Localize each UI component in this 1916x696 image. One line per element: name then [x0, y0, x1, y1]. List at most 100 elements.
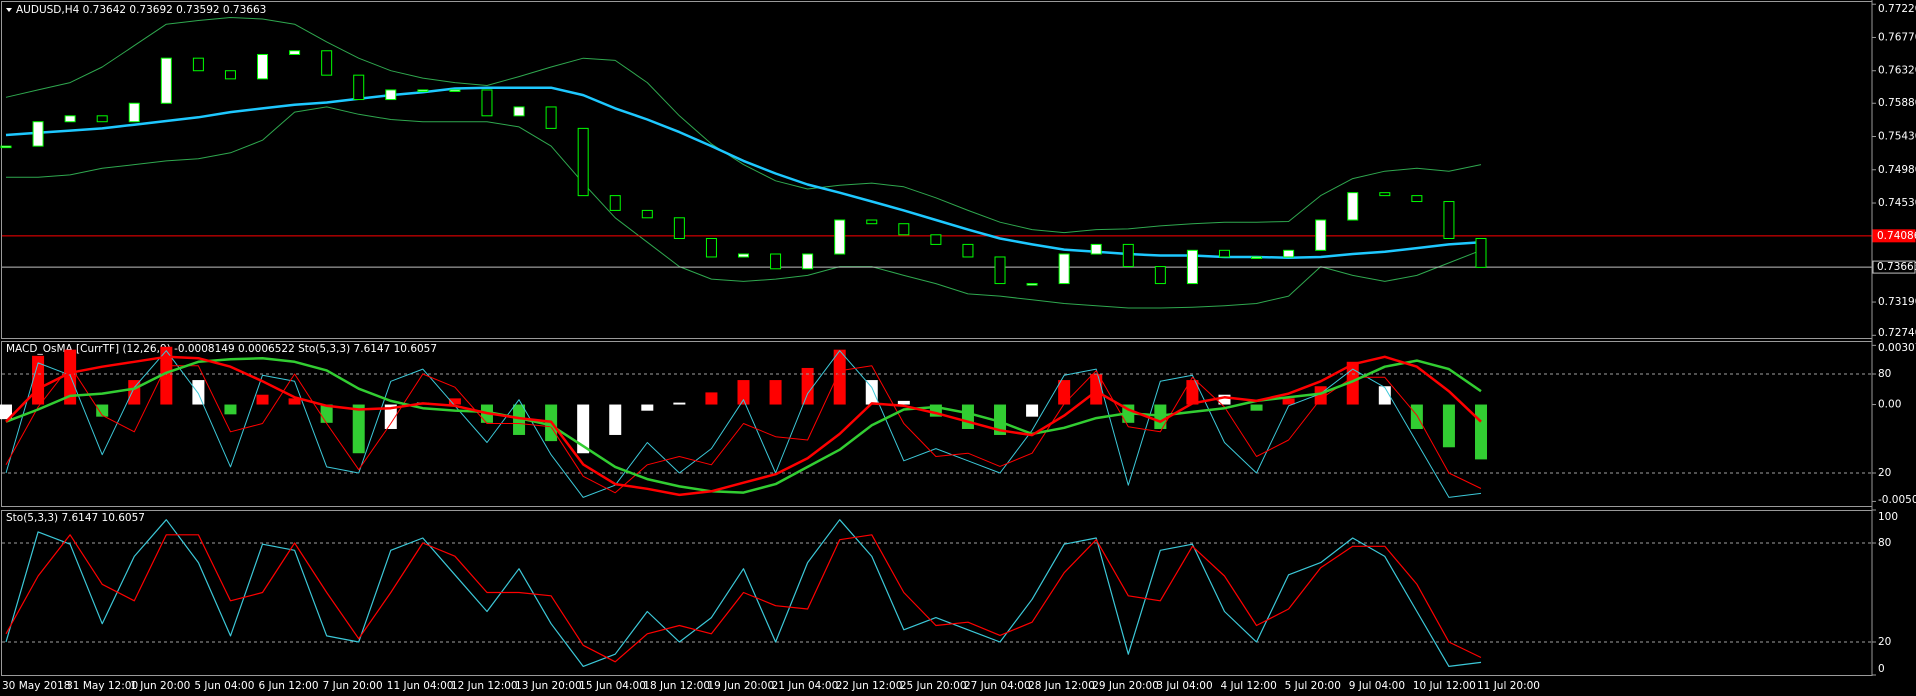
candle [1379, 192, 1391, 197]
candle [705, 237, 717, 258]
osma-title: MACD_OsMA [CurrTF] (12,26,9) -0.0008149 … [6, 343, 437, 355]
candle [1475, 237, 1487, 268]
osma-bar [961, 404, 974, 429]
osma-bar [705, 392, 718, 405]
osma-signal-line [5, 356, 1482, 494]
candle [0, 145, 12, 149]
osma-signal-line [5, 355, 1482, 497]
osma-bar [513, 404, 526, 435]
candle [738, 253, 749, 258]
x-tick-label: 11 Jun 04:00 [387, 680, 454, 692]
candle [1122, 243, 1134, 268]
candle [1283, 249, 1295, 258]
moving-average [5, 86, 1482, 259]
y-tick-label: 0 [1878, 663, 1885, 675]
candle [1186, 249, 1198, 285]
stochastic-overlay [5, 365, 1482, 494]
osma-bar [256, 394, 269, 405]
stochastic-line [5, 534, 1482, 663]
osma-bar [769, 380, 782, 405]
candle [513, 106, 525, 117]
osma-bar [192, 380, 205, 405]
x-tick-label: 18 Jun 12:00 [643, 680, 710, 692]
candle [385, 89, 397, 101]
candle [834, 219, 846, 255]
y-tick-label: 20 [1878, 636, 1891, 648]
candle [930, 234, 942, 245]
x-tick-label: 15 Jun 04:00 [579, 680, 646, 692]
candle [962, 243, 974, 258]
osma-bar [865, 380, 878, 405]
osma-bar [897, 400, 910, 405]
osma-bar [1058, 380, 1071, 405]
y-tick-label: 80 [1878, 368, 1891, 380]
candle [192, 57, 204, 72]
x-tick-label: 22 Jun 12:00 [836, 680, 903, 692]
candle [577, 127, 589, 197]
osma-bar [1186, 380, 1199, 405]
candle [1218, 249, 1230, 258]
osma-bar [384, 404, 397, 429]
candle [1315, 219, 1327, 251]
x-tick-label: 11 Jul 20:00 [1477, 680, 1540, 692]
candle [417, 89, 429, 92]
osma-bar [1282, 398, 1295, 405]
osma-bar [1410, 404, 1423, 429]
candle [1154, 266, 1166, 285]
candle [609, 195, 621, 211]
price-title: AUDUSD,H4 0.73642 0.73692 0.73592 0.7366… [16, 4, 266, 16]
osma-bar [160, 346, 173, 405]
candle [481, 89, 493, 117]
osma-bar [609, 404, 622, 435]
x-tick-label: 31 May 12:00 [66, 680, 138, 692]
stoch-title: Sto(5,3,3) 7.6147 10.6057 [6, 512, 145, 524]
candle [449, 89, 461, 92]
x-tick-label: 4 Jul 12:00 [1220, 680, 1276, 692]
osma-bar [0, 404, 12, 420]
osma-bar [577, 404, 590, 454]
candle [770, 253, 782, 270]
x-tick-label: 13 Jun 20:00 [515, 680, 582, 692]
candle [1411, 195, 1423, 203]
x-tick-label: 21 Jun 04:00 [772, 680, 839, 692]
osma-bar [801, 367, 814, 405]
osma-bar [1475, 404, 1487, 460]
y-tick-label: 80 [1878, 537, 1891, 549]
osma-bar [1442, 404, 1455, 448]
x-tick-label: 12 Jun 12:00 [451, 680, 518, 692]
y-tick-label: 20 [1878, 467, 1891, 479]
candle [224, 70, 236, 80]
osma-bar [641, 404, 654, 411]
osma-bar [1346, 361, 1359, 405]
candle [32, 121, 44, 147]
y-tick-label: 0.003074 [1878, 342, 1916, 354]
osma-bar [1250, 404, 1263, 411]
candle [1251, 256, 1263, 259]
price-label: 0.74086 [1877, 230, 1916, 242]
x-tick-label: 3 Jul 04:00 [1156, 680, 1212, 692]
candle [353, 74, 365, 101]
osma-bar [673, 402, 686, 405]
candle [1443, 201, 1455, 239]
stochastic-overlay [5, 350, 1482, 498]
candle [1090, 243, 1102, 255]
osma-bar [833, 349, 846, 405]
price-label-box [1872, 229, 1916, 243]
menu-triangle [6, 8, 12, 12]
x-tick-label: 27 Jun 04:00 [964, 680, 1031, 692]
candle [128, 102, 140, 123]
price-label-box [1872, 260, 1916, 274]
bollinger-upper [5, 17, 1482, 234]
osma-bar [128, 380, 141, 405]
x-tick-label: 5 Jul 20:00 [1285, 680, 1341, 692]
candle [802, 253, 814, 270]
x-tick-label: 10 Jul 12:00 [1413, 680, 1476, 692]
candle [1026, 283, 1038, 286]
